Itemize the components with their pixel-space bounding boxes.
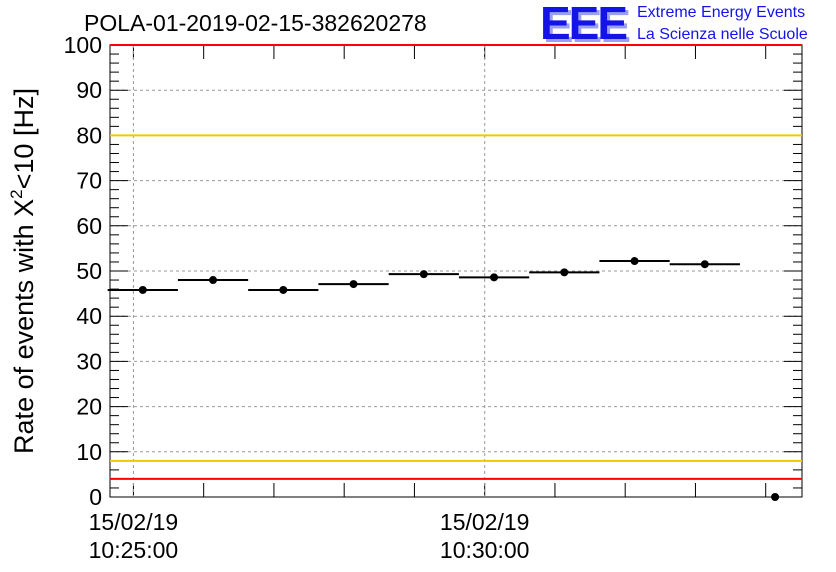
y-tick-label: 0 xyxy=(89,484,102,510)
data-point xyxy=(138,285,147,294)
chart-title: POLA-01-2019-02-15-382620278 xyxy=(84,10,427,36)
y-tick-label: 10 xyxy=(76,439,102,465)
x-tick-label-date: 15/02/19 xyxy=(89,509,179,535)
x-tick-label-time: 10:30:00 xyxy=(440,537,530,563)
y-tick-label: 30 xyxy=(76,348,102,374)
data-point xyxy=(419,270,428,279)
y-tick-label: 80 xyxy=(76,122,102,148)
logo-line-1: Extreme Energy Events xyxy=(637,4,806,21)
y-tick-label: 70 xyxy=(76,168,102,194)
eee-logo: EEE xyxy=(540,0,628,49)
data-point xyxy=(700,260,709,269)
data-point xyxy=(349,280,358,289)
data-point xyxy=(560,268,569,277)
data-point xyxy=(279,285,288,294)
y-tick-label: 20 xyxy=(76,394,102,420)
y-axis-label: Rate of events with X2<10 [Hz] xyxy=(7,88,39,454)
y-tick-label: 90 xyxy=(76,77,102,103)
y-tick-label: 100 xyxy=(64,32,102,58)
x-tick-label-time: 10:25:00 xyxy=(89,537,179,563)
data-point xyxy=(630,257,639,266)
y-tick-label: 40 xyxy=(76,303,102,329)
logo-line-2: La Scienza nelle Scuole xyxy=(637,26,808,43)
x-tick-label-date: 15/02/19 xyxy=(440,509,530,535)
y-tick-label: 60 xyxy=(76,213,102,239)
data-point xyxy=(209,276,218,285)
data-point xyxy=(490,273,499,282)
y-tick-label: 50 xyxy=(76,258,102,284)
data-point xyxy=(771,493,780,501)
